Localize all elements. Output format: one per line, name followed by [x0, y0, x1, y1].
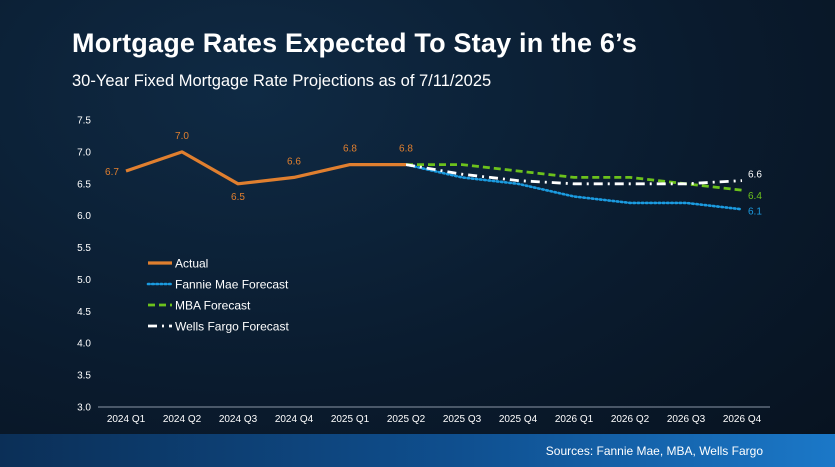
sources-note: Sources: Fannie Mae, MBA, Wells Fargo — [545, 444, 763, 458]
y-tick-label: 6.0 — [77, 211, 91, 222]
x-tick-label: 2024 Q2 — [163, 414, 202, 425]
y-tick-label: 7.0 — [77, 147, 91, 158]
y-tick-label: 4.5 — [77, 307, 91, 318]
data-label: 6.5 — [231, 192, 245, 203]
legend-label: Fannie Mae Forecast — [175, 278, 289, 292]
axes: 3.0 3.5 4.0 4.5 5.0 5.5 6.0 6.5 7.0 7.5 2024 Q1 202… — [77, 116, 770, 425]
y-tick-label: 4.0 — [77, 339, 91, 350]
y-tick-label: 3.5 — [77, 371, 91, 382]
data-label: 6.6 — [287, 156, 301, 167]
footer-bar: Sources: Fannie Mae, MBA, Wells Fargo — [0, 434, 835, 467]
x-tick-label: 2024 Q3 — [219, 414, 258, 425]
x-tick-label: 2025 Q2 — [387, 414, 426, 425]
x-tick-label: 2026 Q2 — [611, 414, 650, 425]
y-tick-label: 5.0 — [77, 275, 91, 286]
legend: Actual Fannie Mae Forecast MBA Forecast Wel… — [146, 257, 289, 334]
chart-title: Mortgage Rates Expected To Stay in the 6… — [72, 28, 638, 58]
data-labels: 6.7 7.0 6.5 6.6 6.8 6.8 6.1 6.4 6.6 — [105, 131, 762, 217]
x-tick-label: 2024 Q4 — [275, 414, 314, 425]
data-label: 6.4 — [748, 191, 762, 202]
x-tick-label: 2026 Q3 — [667, 414, 706, 425]
data-label: 6.8 — [399, 144, 413, 155]
line-chart: 3.0 3.5 4.0 4.5 5.0 5.5 6.0 6.5 7.0 7.5 2024 Q1 202… — [77, 116, 770, 425]
x-tick-label: 2025 Q1 — [331, 414, 370, 425]
y-tick-label: 6.5 — [77, 179, 91, 190]
legend-label: Wells Fargo Forecast — [175, 320, 289, 334]
x-tick-label: 2026 Q4 — [723, 414, 762, 425]
legend-label: Actual — [175, 257, 208, 271]
data-label: 6.6 — [748, 170, 762, 181]
chart-subtitle: 30-Year Fixed Mortgage Rate Projections … — [72, 72, 492, 90]
data-label: 6.7 — [105, 167, 119, 178]
y-tick-label: 7.5 — [77, 116, 91, 127]
x-tick-label: 2025 Q3 — [443, 414, 482, 425]
series-line-fannie-mae-forecast — [404, 163, 744, 211]
x-tick-label: 2025 Q4 — [499, 414, 538, 425]
data-label: 6.1 — [748, 206, 762, 217]
series-line-wells-fargo-forecast — [405, 163, 743, 186]
legend-label: MBA Forecast — [175, 299, 251, 313]
data-label: 6.8 — [343, 144, 357, 155]
x-tick-label: 2026 Q1 — [555, 414, 594, 425]
y-tick-label: 3.0 — [77, 403, 91, 414]
series-lines — [125, 150, 744, 211]
y-tick-label: 5.5 — [77, 243, 91, 254]
data-label: 7.0 — [175, 131, 189, 142]
series-line-actual — [125, 150, 406, 186]
x-tick-label: 2024 Q1 — [107, 414, 146, 425]
